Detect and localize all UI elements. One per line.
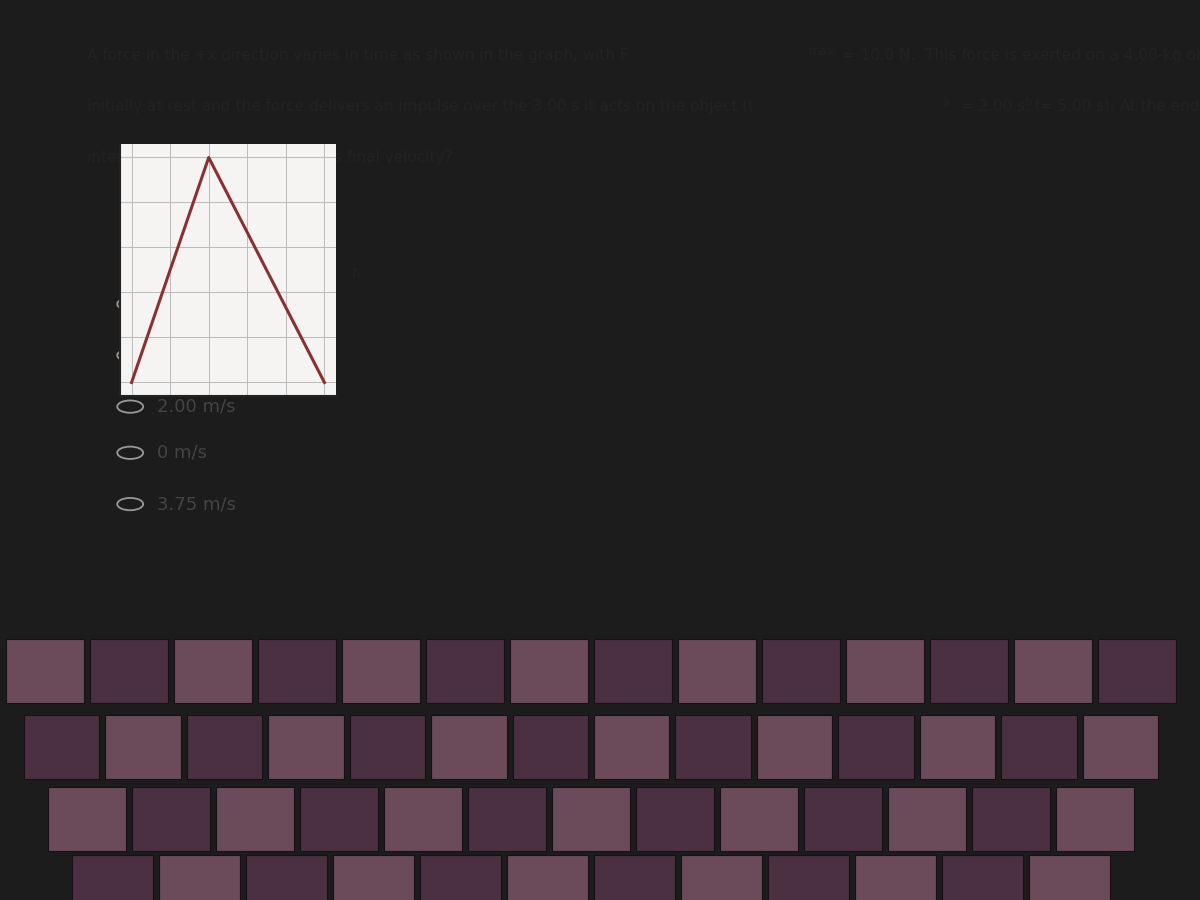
Bar [300,787,378,850]
Bar [636,787,714,850]
Bar [510,639,588,704]
Bar [720,787,798,850]
Bar [768,855,848,900]
Bar [888,787,966,850]
Text: A force in the +x direction varies in time as shown in the graph, with F: A force in the +x direction varies in ti… [88,48,629,62]
Text: b: b [1025,96,1032,109]
Bar [1098,639,1176,704]
Bar [919,715,995,779]
Bar [216,787,294,850]
Bar [804,787,882,850]
Bar [384,787,462,850]
Text: $t_a$: $t_a$ [235,266,248,282]
Bar [762,639,840,704]
Text: = 5.00 s). At the end of this time: = 5.00 s). At the end of this time [1036,99,1200,113]
Bar [72,855,154,900]
Bar [512,715,588,779]
Bar [552,787,630,850]
Text: 0: 0 [148,258,156,272]
Bar [349,715,425,779]
Bar [676,715,751,779]
Text: $t_t$: $t_t$ [352,266,362,282]
Bar [6,639,84,704]
Text: max: max [809,45,834,58]
Bar [1001,715,1076,779]
Bar [187,715,263,779]
Bar [846,639,924,704]
Bar [90,639,168,704]
Bar [106,715,181,779]
Bar [1030,855,1110,900]
Bar [594,639,672,704]
Text: a: a [942,96,949,109]
Text: $\it{F}$$_{\rm{max}}$: $\it{F}$$_{\rm{max}}$ [306,166,338,184]
Bar [431,715,506,779]
Bar [132,787,210,850]
Bar [1056,787,1134,850]
Bar [757,715,833,779]
Bar [839,715,913,779]
Bar [174,639,252,704]
Text: 0 m/s: 0 m/s [157,444,208,462]
Text: 2.00 m/s: 2.00 m/s [157,398,235,416]
Bar [468,787,546,850]
Text: initially at rest and the force delivers an impulse over the 3.00 s it acts on t: initially at rest and the force delivers… [88,99,754,113]
Bar [1082,715,1158,779]
Bar [508,855,588,900]
Bar [246,855,326,900]
Bar [594,855,674,900]
Bar [426,639,504,704]
Bar [942,855,1022,900]
Bar [332,855,414,900]
Bar [420,855,502,900]
Bar [1014,639,1092,704]
Bar [258,639,336,704]
Text: interval, what will be the object’s final velocity?: interval, what will be the object’s fina… [88,150,452,165]
Bar [930,639,1008,704]
Text: 5.00 m/s: 5.00 m/s [157,295,235,313]
Text: 4.00 m/s: 4.00 m/s [157,346,235,364]
Bar [594,715,670,779]
Bar [854,855,936,900]
Text: = 2.00 s, t: = 2.00 s, t [956,99,1042,113]
Bar [972,787,1050,850]
Text: 3.75 m/s: 3.75 m/s [157,495,236,513]
Text: 0: 0 [164,266,172,278]
Text: = 10.0 N.  This force is exerted on a 4.00-kg object which is: = 10.0 N. This force is exerted on a 4.0… [838,48,1200,62]
Bar [48,787,126,850]
Bar [24,715,100,779]
Text: F (N): F (N) [138,166,176,179]
Bar [158,855,240,900]
Bar [678,639,756,704]
Bar [269,715,343,779]
Bar [342,639,420,704]
Bar [680,855,762,900]
